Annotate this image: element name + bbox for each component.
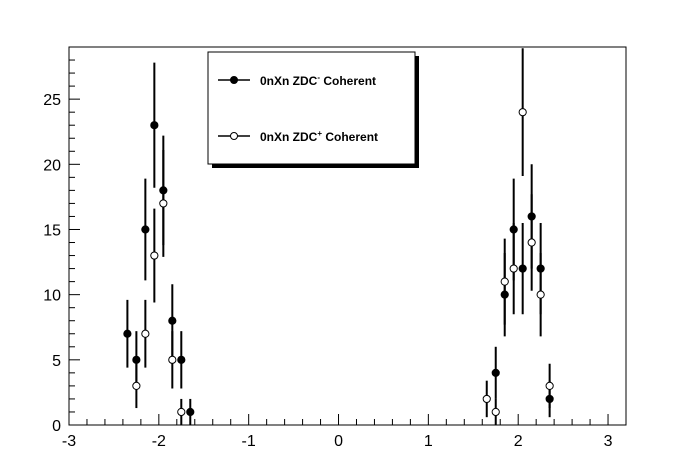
y-tick-label: 0 xyxy=(52,418,61,435)
x-tick-label: -1 xyxy=(242,433,256,450)
data-point-open xyxy=(159,199,168,208)
data-point-filled xyxy=(186,407,195,417)
data-point-open xyxy=(482,394,491,404)
x-tick-label: 1 xyxy=(424,433,433,450)
legend-marker-filled xyxy=(230,76,238,84)
data-point-filled xyxy=(132,355,141,364)
legend-entry-0: 0nXn ZDC- Coherent xyxy=(218,73,376,88)
legend-box xyxy=(207,51,416,165)
data-point-open xyxy=(168,355,177,364)
data-point-open xyxy=(150,251,159,260)
legend-label-0: 0nXn ZDC- Coherent xyxy=(260,73,376,88)
data-point-filled xyxy=(168,316,177,325)
data-point-open xyxy=(177,407,186,417)
x-tick-label: -3 xyxy=(62,433,76,450)
data-point-open xyxy=(132,381,141,390)
data-point-open xyxy=(509,264,518,273)
data-point-filled xyxy=(491,368,500,377)
data-point-filled xyxy=(141,225,150,234)
legend: 0nXn ZDC- Coherent 0nXn ZDC+ Coherent xyxy=(207,51,419,168)
data-point-open xyxy=(518,108,527,117)
data-point-filled xyxy=(177,355,186,364)
data-point-open xyxy=(500,277,509,286)
series-1 xyxy=(132,48,554,425)
axes: -3 -2 -1 0 1 2 3 0 5 10 15 20 25 xyxy=(43,46,627,450)
y-tick-label: 5 xyxy=(52,353,61,370)
legend-marker-open xyxy=(230,132,238,140)
data-point-filled xyxy=(518,264,527,273)
x-tick-label: 3 xyxy=(604,433,613,450)
data-point-open xyxy=(545,381,554,390)
y-tick-label: 20 xyxy=(43,157,61,174)
x-tick-label: -2 xyxy=(152,433,166,450)
data-points xyxy=(123,48,554,425)
plot-frame xyxy=(68,46,627,426)
x-tick-label: 2 xyxy=(514,433,523,450)
data-point-open xyxy=(536,290,545,299)
data-point-open xyxy=(141,329,150,338)
legend-label-1: 0nXn ZDC+ Coherent xyxy=(260,129,378,144)
y-tick-label: 15 xyxy=(43,222,61,239)
data-point-open xyxy=(527,238,536,247)
y-tick-label: 25 xyxy=(43,92,61,109)
legend-entry-1: 0nXn ZDC+ Coherent xyxy=(218,129,378,144)
data-point-filled xyxy=(150,121,159,130)
x-tick-label: 0 xyxy=(334,433,343,450)
data-point-open xyxy=(491,407,500,417)
y-tick-label: 10 xyxy=(43,288,61,305)
data-point-filled xyxy=(123,329,132,338)
